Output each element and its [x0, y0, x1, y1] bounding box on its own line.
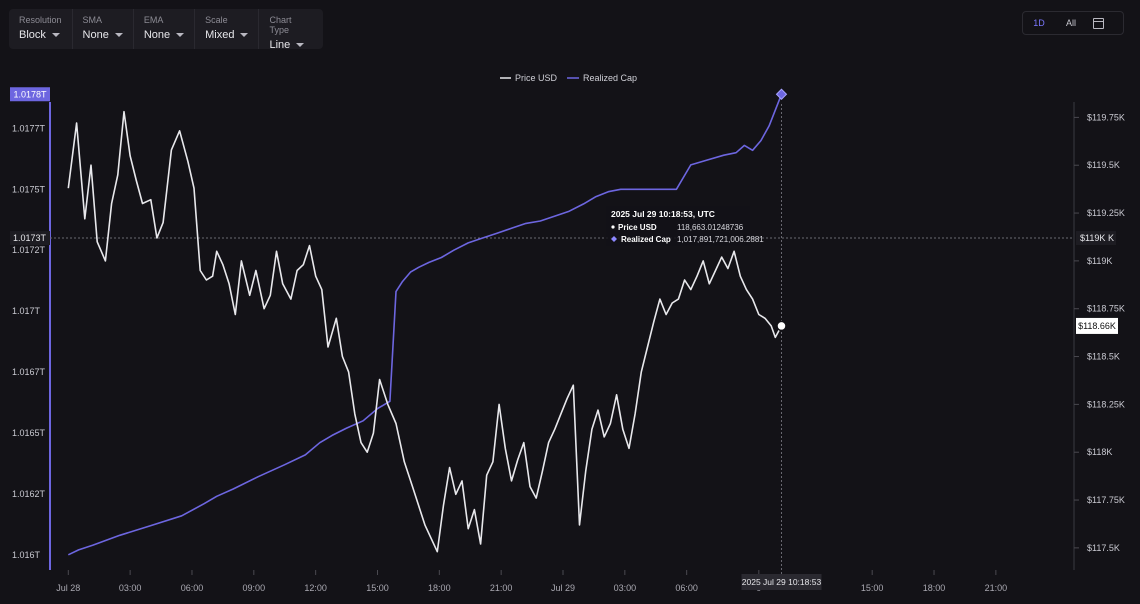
x-tick-label: 15:00 [366, 583, 389, 593]
left-tick-label: 1.0177T [12, 123, 46, 133]
chart-type-dropdown[interactable]: Chart Type Line [259, 9, 323, 51]
left-tick-label: 1.0165T [12, 428, 46, 438]
chart-type-value: Line [269, 39, 291, 51]
right-tick-label: $118.5K [1087, 352, 1120, 362]
ema-value: None [143, 29, 171, 41]
sma-value: None [82, 29, 109, 41]
resolution-label: Resolution [19, 15, 62, 25]
range-selector: 1D All [1022, 11, 1124, 35]
left-crosshair-badge-label: 1.0173T [13, 233, 47, 243]
x-crosshair-badge-label: 2025 Jul 29 10:18:53 [742, 577, 822, 587]
range-all-button[interactable]: All [1065, 18, 1076, 28]
x-tick-label: 09:00 [243, 583, 266, 593]
x-axis-ticks: Jul 28 03:00 06:00 09:00 12:00 15:00 18:00 21:0… [56, 570, 1007, 593]
chart-type-label: Chart Type [269, 15, 292, 35]
x-tick-label: 03:00 [614, 583, 637, 593]
x-tick-label: 03:00 [119, 583, 142, 593]
scale-label: Scale [205, 15, 228, 25]
x-tick-label: Jul 28 [56, 583, 80, 593]
chevron-down-icon [240, 33, 249, 37]
right-tick-label: $119.75K [1087, 112, 1125, 122]
chevron-down-icon [176, 33, 185, 37]
realized-cap-line [67, 94, 783, 556]
crosshair [50, 104, 1074, 578]
price-usd-line [67, 110, 783, 553]
x-crosshair-badge [741, 574, 822, 590]
x-tick-label: 06:00 [675, 583, 698, 593]
left-tick-label: 1.0172T [12, 245, 46, 255]
price-point-marker [776, 320, 787, 332]
right-tick-label: $118.75K [1087, 304, 1125, 314]
sma-label: SMA [82, 15, 103, 25]
right-tick-label: $117.75K [1087, 495, 1125, 505]
x-tick-label: Jul 29 [551, 583, 575, 593]
right-tick-label: $118K [1087, 447, 1112, 457]
tooltip-price-bullet [611, 225, 615, 229]
left-axis-value-badge-label: 1.0178T [13, 89, 47, 99]
chart-legend: Price USD Realized Cap [500, 73, 637, 83]
tooltip-price-name: Price USD [618, 223, 657, 232]
x-tick-label: 18:00 [923, 583, 946, 593]
right-tick-label: $118.25K [1087, 399, 1125, 409]
right-crosshair-badge [1076, 231, 1116, 246]
calendar-icon[interactable] [1093, 17, 1104, 29]
right-tick-label: $119.25K [1087, 208, 1125, 218]
left-tick-label: 1.0175T [12, 184, 46, 194]
left-crosshair-badge [10, 231, 50, 246]
legend-realized-cap-label: Realized Cap [583, 73, 637, 83]
sma-dropdown[interactable]: SMA None [73, 9, 134, 49]
chevron-down-icon [51, 33, 60, 37]
left-tick-label: 1.016T [12, 550, 41, 560]
price-value-badge-label: $118.66K [1078, 321, 1116, 331]
tooltip-background [606, 206, 750, 246]
range-1d-button[interactable]: 1D [1033, 18, 1045, 28]
left-axis-value-badge [10, 87, 50, 102]
tooltip-realized-cap-name: Realized Cap [621, 235, 671, 244]
x-tick-label: 21:00 [490, 583, 513, 593]
x-tick-label: 15:00 [861, 583, 884, 593]
x-tick-label: 21:00 [985, 583, 1008, 593]
right-crosshair-badge-suffix: K [1108, 233, 1114, 243]
tooltip-realized-cap-bullet [611, 236, 617, 242]
scale-value: Mixed [205, 29, 235, 41]
tooltip-title: 2025 Jul 29 10:18:53, UTC [611, 209, 715, 219]
tooltip-realized-cap-value: 1,017,891,721,006.2881 [677, 235, 764, 244]
x-tick-label: 12:00 [304, 583, 327, 593]
realized-cap-point-marker [775, 88, 788, 100]
chart-series [67, 94, 783, 556]
ema-label: EMA [143, 15, 164, 25]
price-value-badge [1076, 317, 1118, 334]
resolution-value: Block [19, 29, 46, 41]
right-tick-label: $117.5K [1087, 543, 1120, 553]
x-tick-label: 18:00 [428, 583, 451, 593]
chevron-down-icon [296, 43, 305, 47]
left-tick-label: 1.017T [12, 306, 41, 316]
tooltip-price-value: 118,663.01248736 [677, 223, 744, 232]
left-tick-label: 1.0167T [12, 367, 46, 377]
left-axis-ticks: 1.016T 1.0162T 1.0165T 1.0167T 1.017T 1.0172T… [12, 123, 46, 559]
chevron-down-icon [114, 33, 123, 37]
x-tick-label: 06:00 [181, 583, 204, 593]
left-tick-label: 1.0162T [12, 489, 46, 499]
right-axis-ticks: $117.5K $117.75K $118K $118.25K $118.5K $118.… [1074, 112, 1125, 553]
legend-price-label: Price USD [515, 73, 558, 83]
resolution-dropdown[interactable]: Resolution Block [9, 9, 73, 49]
right-crosshair-badge-label: $119K [1080, 233, 1105, 243]
chart-toolbar: Resolution Block SMA None EMA None Scale… [9, 9, 323, 51]
right-tick-label: $119.5K [1087, 160, 1120, 170]
right-tick-label: $119K [1087, 256, 1112, 266]
ema-dropdown[interactable]: EMA None [134, 9, 196, 49]
scale-dropdown[interactable]: Scale Mixed [195, 9, 260, 49]
